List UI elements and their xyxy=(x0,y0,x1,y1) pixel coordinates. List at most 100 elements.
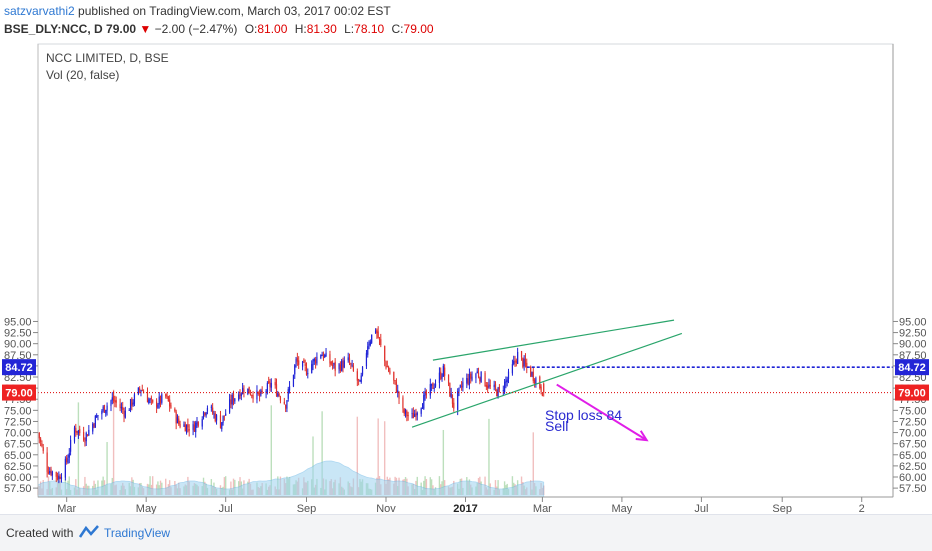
resistance-price-badge-left-bg xyxy=(2,359,36,376)
candle-body xyxy=(192,424,194,430)
candle-body xyxy=(46,452,48,472)
stop-loss-annotation: Stop loss 84 xyxy=(545,407,622,423)
left-price-tick-label: 92.50 xyxy=(4,328,32,340)
candle-body xyxy=(380,339,382,346)
candle-body xyxy=(84,441,86,443)
tradingview-logo-icon[interactable] xyxy=(78,524,100,540)
candle-body xyxy=(120,406,123,409)
candle-body xyxy=(287,389,289,399)
time-tick-label: Sep xyxy=(772,503,792,514)
last-price-badge-left-bg xyxy=(2,384,36,401)
candle-body xyxy=(350,363,352,365)
candle-body xyxy=(333,363,335,365)
candle-body xyxy=(334,361,336,371)
candle-body xyxy=(111,397,113,401)
volume-bar xyxy=(93,480,95,495)
low-value: 78.10 xyxy=(354,22,385,36)
candle-body xyxy=(42,447,44,451)
candle-body xyxy=(415,413,417,417)
candle-body xyxy=(360,375,362,383)
left-price-tick-label: 62.50 xyxy=(4,461,32,473)
candle-body xyxy=(515,360,517,363)
volume-bar xyxy=(106,442,108,495)
candle-body xyxy=(161,394,163,403)
last-price-badge-right-bg xyxy=(895,384,929,401)
candle-body xyxy=(169,399,171,407)
candle-body xyxy=(59,476,61,479)
candle-body xyxy=(133,394,136,404)
resistance-price-badge-right-bg xyxy=(895,359,929,376)
volume-bar xyxy=(223,477,226,495)
candle-body xyxy=(230,399,232,405)
candle-body xyxy=(506,379,508,382)
low-label: L: xyxy=(344,22,355,36)
candle-body xyxy=(128,409,130,411)
candle-body xyxy=(256,390,258,400)
candle-body xyxy=(94,415,96,428)
candle-body xyxy=(479,377,481,382)
price-chart[interactable]: 95.0095.0092.5092.5090.0090.0087.5087.50… xyxy=(0,0,932,514)
candle-body xyxy=(458,387,460,392)
time-tick-label: Jul xyxy=(694,503,708,514)
left-price-tick-label: 95.00 xyxy=(4,316,32,328)
right-price-tick-label: 60.00 xyxy=(899,472,927,484)
lower-trend-line[interactable] xyxy=(411,332,683,428)
candle-body xyxy=(243,389,245,393)
volume-bar xyxy=(429,477,432,495)
candle-body xyxy=(197,421,199,426)
candle-body xyxy=(106,405,108,411)
candle-body xyxy=(270,382,272,388)
candle-body xyxy=(449,383,451,397)
candle-body xyxy=(412,412,414,419)
time-tick-label: Nov xyxy=(376,503,396,514)
candle-body xyxy=(165,394,167,397)
candle-body xyxy=(398,391,400,399)
candle-body xyxy=(83,432,85,441)
candle-body xyxy=(252,395,254,399)
candle-body xyxy=(339,364,341,371)
candle-body xyxy=(524,358,527,365)
candle-body xyxy=(93,424,95,427)
candle-body xyxy=(174,408,176,412)
candle-body xyxy=(511,364,514,374)
candle-body xyxy=(543,383,545,393)
volume-bar xyxy=(356,416,359,495)
chart-drawings xyxy=(38,319,893,442)
candle-body xyxy=(288,386,291,391)
author-link[interactable]: satzvarvathi2 xyxy=(4,4,75,18)
time-tick-label: May xyxy=(612,503,633,514)
candle-body xyxy=(341,360,343,371)
candle-body xyxy=(484,372,486,387)
candle-body xyxy=(213,413,215,415)
symbol-line: BSE_DLY:NCC, D 79.00 xyxy=(4,22,137,36)
candle-body xyxy=(122,407,124,410)
candle-body xyxy=(513,360,515,364)
time-tick-label: Jul xyxy=(219,503,233,514)
volume-series xyxy=(37,389,545,498)
candle-body xyxy=(307,373,309,375)
candle-body xyxy=(498,386,500,390)
volume-bar xyxy=(383,421,386,495)
right-price-tick-label: 65.00 xyxy=(899,450,927,462)
candle-body xyxy=(132,402,134,405)
sell-arrow[interactable] xyxy=(556,383,648,441)
time-axis[interactable]: Mar May Jul Sep Nov 2017 Mar May Jul Sep 2 xyxy=(38,496,893,514)
candle-body xyxy=(514,360,516,362)
candle-body xyxy=(497,387,499,398)
candle-body xyxy=(219,415,222,429)
candle-body xyxy=(295,358,297,364)
candle-body xyxy=(261,390,263,393)
candle-body xyxy=(330,361,332,365)
tradingview-brand-link[interactable]: TradingView xyxy=(104,526,171,540)
candle-body xyxy=(56,475,59,480)
candle-body xyxy=(40,438,42,442)
candle-body xyxy=(502,390,504,392)
candle-body xyxy=(384,346,386,362)
price-axis[interactable]: 95.0095.0092.5092.5090.0090.0087.5087.50… xyxy=(2,44,929,497)
candle-body xyxy=(371,334,373,343)
candle-body xyxy=(505,380,507,383)
candle-body xyxy=(406,411,408,417)
candle-body xyxy=(183,424,185,427)
candle-body xyxy=(404,409,407,414)
upper-trend-line[interactable] xyxy=(432,319,675,361)
